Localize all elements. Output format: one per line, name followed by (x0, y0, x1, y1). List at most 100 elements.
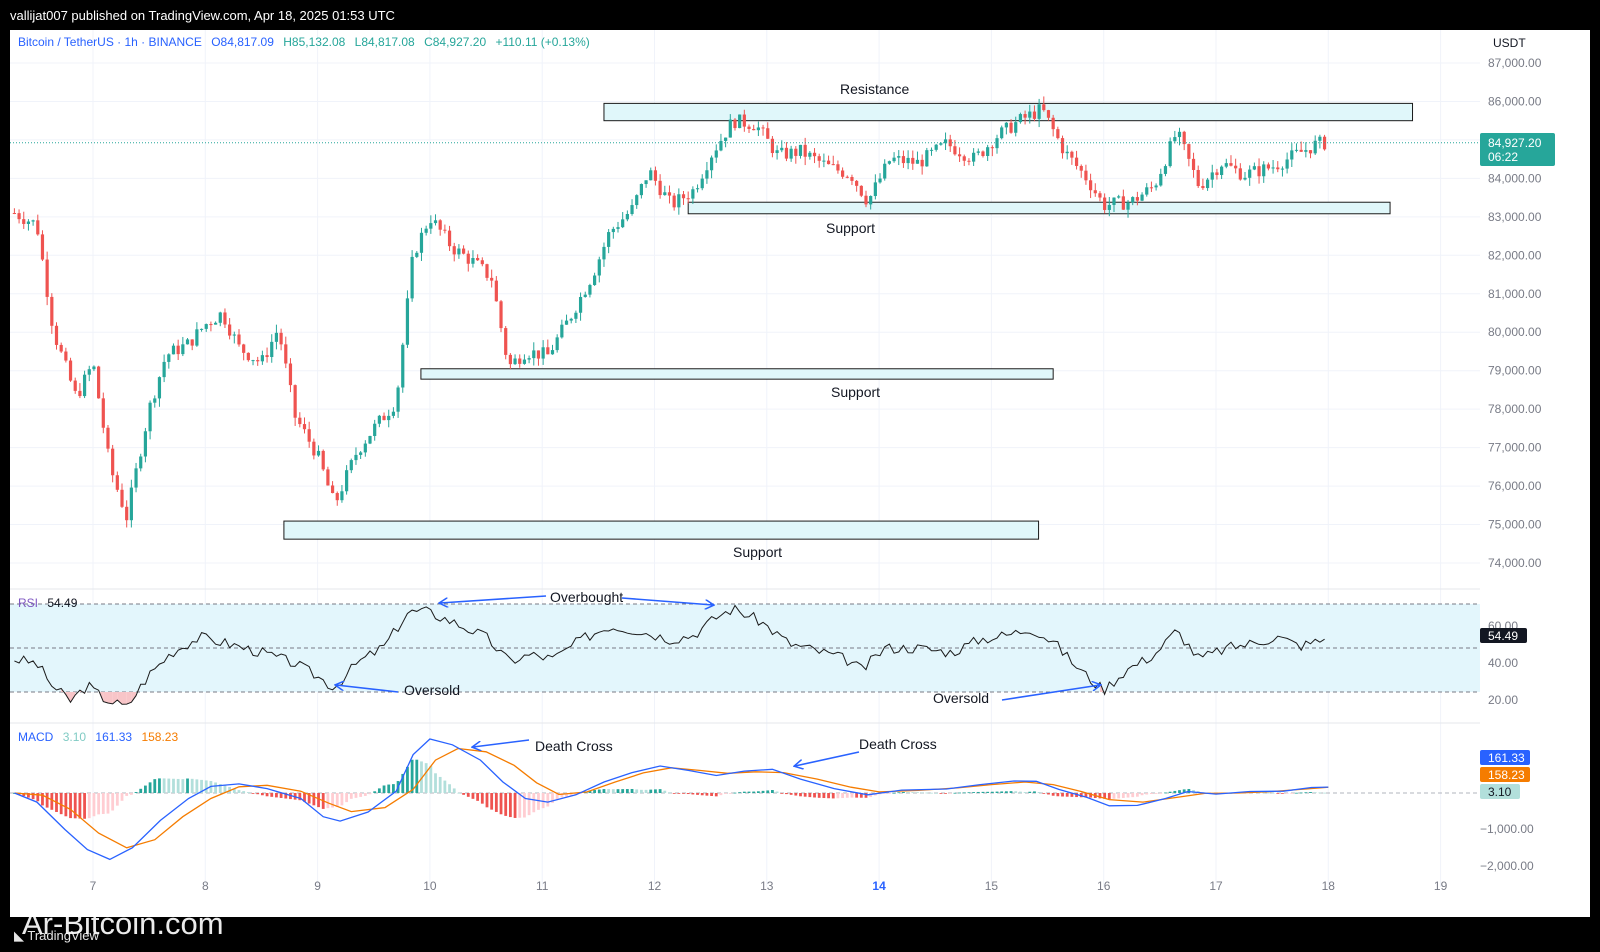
macd-histogram-bar (31, 793, 35, 800)
candle-body (625, 214, 629, 220)
chart-frame[interactable]: 87,000.0086,000.0085,000.0084,000.0083,0… (10, 30, 1590, 917)
arrow-overbought-left (440, 595, 547, 603)
candle-body (36, 220, 40, 235)
macd-histogram-bar (518, 793, 522, 818)
macd-histogram-bar (22, 793, 26, 797)
candle-body (31, 220, 35, 222)
candle-body (345, 470, 349, 492)
macd-histogram-bar (186, 778, 189, 793)
macd-histogram-bar (111, 793, 115, 811)
macd-histogram-bar (1121, 793, 1125, 798)
candle-body (312, 441, 316, 456)
macd-histogram-bar (471, 793, 475, 799)
candle-body (1074, 157, 1079, 166)
support-zone-2 (420, 368, 1054, 380)
candle-body (50, 296, 54, 326)
candle-body (1009, 122, 1013, 133)
candle-body (162, 361, 166, 378)
candle-body (1079, 165, 1083, 171)
candle-body (663, 192, 667, 196)
macd-histogram-bar (887, 793, 891, 794)
candle-body (447, 230, 452, 247)
candle-body (330, 485, 335, 494)
candle-body (134, 468, 138, 488)
macd-histogram-bar (1262, 792, 1266, 794)
macd-histogram-bar (251, 793, 255, 794)
candle-body (817, 156, 821, 161)
macd-histogram-bar (270, 793, 274, 797)
macd-hist-value: 3.10 (63, 730, 87, 744)
rsi-name: RSI (18, 596, 38, 610)
candle-body (1032, 111, 1037, 119)
candle-body (1037, 104, 1041, 119)
candle-body (59, 344, 63, 352)
macd-histogram-bar (87, 793, 91, 819)
price-axis[interactable]: 87,000.0086,000.0085,000.0084,000.0083,0… (1488, 56, 1542, 570)
candle-body (733, 119, 737, 129)
macd-histogram-bar (537, 793, 540, 810)
macd-histogram-bar (1290, 793, 1294, 794)
candle-body (153, 398, 157, 403)
arrow-oversold-1 (336, 685, 399, 693)
macd-histogram-bar (635, 789, 639, 793)
macd-histogram-bar (780, 793, 784, 794)
candle-body (354, 454, 358, 461)
candle-body (1196, 169, 1200, 187)
candle-body (246, 352, 250, 361)
candle-body (724, 137, 728, 141)
candle-body (387, 415, 391, 421)
candle-body (616, 227, 620, 229)
macd-panel (10, 738, 1480, 861)
candle-body (452, 246, 456, 255)
macd-histogram-bar (499, 793, 503, 815)
macd-histogram-bar (223, 785, 227, 793)
candle-body (429, 223, 433, 229)
price-tick-10: 77,000.00 (1488, 441, 1542, 455)
candle-body (17, 213, 21, 220)
macd-histogram-bar (480, 793, 484, 804)
candle-body (92, 366, 96, 370)
candle-body (195, 329, 199, 346)
candle-body (1145, 187, 1149, 195)
macd-histogram-bar (1313, 792, 1317, 793)
macd-histogram-bar (1285, 793, 1289, 794)
macd-histogram-bar (167, 778, 171, 793)
candle-body (607, 232, 611, 247)
candle-body (1248, 169, 1252, 178)
macd-histogram-bar (1295, 792, 1298, 794)
candle-body (803, 144, 807, 157)
signal-tag-value: 158.23 (1488, 768, 1525, 782)
candle-body (237, 334, 241, 345)
macd-histogram-bar (176, 778, 180, 793)
candle-body (1149, 187, 1154, 189)
candle-body (209, 324, 213, 326)
macd-histogram-bar (345, 793, 349, 803)
candle-body (368, 435, 372, 444)
macd-histogram-bar (738, 792, 742, 793)
macd-histogram-bar (513, 793, 517, 818)
candle-body (1107, 204, 1111, 210)
macd-histogram-bar (1159, 793, 1163, 794)
candle-body (471, 258, 475, 264)
price-tick-9: 78,000.00 (1488, 402, 1542, 416)
time-axis[interactable]: 7 8 9 10 11 12 13 14 15 16 17 18 19 (90, 879, 1448, 893)
macd-histogram-bar (668, 792, 671, 794)
watermark-site: Ar-Bitcoin.com (22, 906, 224, 941)
macd-histogram-bar (298, 793, 302, 801)
macd-histogram-bar (705, 793, 709, 796)
macd-histogram-bar (958, 792, 961, 794)
macd-histogram-bar (822, 793, 826, 799)
candle-body (26, 221, 31, 224)
candle-body (569, 318, 573, 321)
tradingview-logo[interactable]: ◣ TradingView (14, 928, 99, 944)
macd-histogram-bar (841, 793, 845, 799)
candle-body (499, 301, 503, 329)
currency-label[interactable]: USDT (1493, 36, 1526, 50)
macd-histogram-bar (438, 776, 442, 793)
chart-canvas[interactable]: 87,000.0086,000.0085,000.0084,000.0083,0… (10, 30, 1590, 917)
countdown-value: 06:22 (1488, 150, 1518, 164)
macd-histogram-bar (260, 793, 264, 796)
macd-histogram-bar (1135, 793, 1139, 797)
last-price-tag: 84,927.20 06:22 (1480, 133, 1555, 166)
macd-histogram-bar (246, 792, 250, 793)
